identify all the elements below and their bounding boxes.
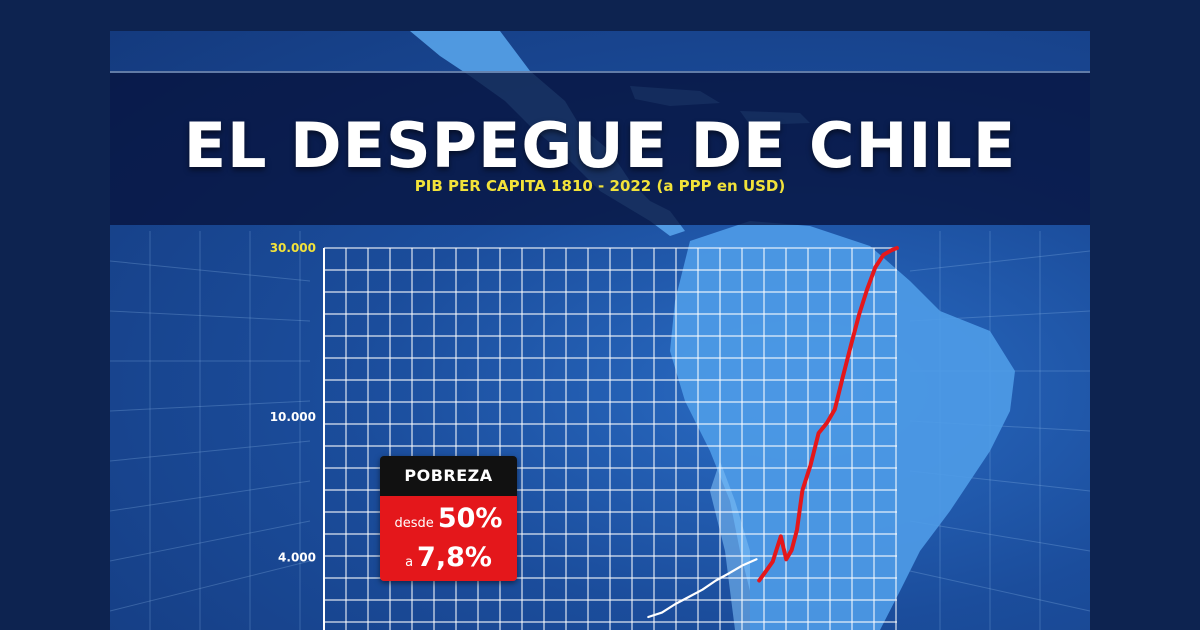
poverty-to-prefix: a — [405, 555, 414, 570]
poverty-callout: POBREZA desde 50% a 7,8% — [380, 456, 517, 581]
title-band — [110, 71, 1090, 225]
chart-subtitle: PIB PER CAPITA 1810 - 2022 (a PPP en USD… — [414, 177, 786, 195]
poverty-title: POBREZA — [380, 456, 517, 496]
y-tick-labels: 30.000 10.000 4.000 — [270, 241, 316, 565]
poverty-from-line: desde 50% — [380, 502, 517, 541]
series-lines — [647, 246, 899, 619]
poverty-from-value: 50% — [437, 503, 503, 534]
poverty-values: desde 50% a 7,8% — [380, 496, 517, 581]
y-tick-label: 4.000 — [278, 551, 316, 565]
gdp-line-chart: 30.000 10.000 4.000 — [270, 241, 899, 630]
poverty-to-line: a 7,8% — [380, 541, 517, 580]
poverty-to-value: 7,8% — [417, 542, 492, 573]
y-tick-label: 30.000 — [270, 241, 316, 255]
south-america-shape — [670, 221, 1015, 630]
series-line-white — [647, 558, 758, 619]
infographic-card: EL DESPEGUE DE CHILE PIB PER CAPITA 1810… — [110, 31, 1090, 630]
y-tick-label: 10.000 — [270, 410, 316, 424]
series-line-red — [757, 246, 899, 583]
background-perspective-grid — [110, 231, 1090, 630]
poverty-from-prefix: desde — [394, 516, 434, 531]
chart-title: EL DESPEGUE DE CHILE — [183, 109, 1017, 182]
